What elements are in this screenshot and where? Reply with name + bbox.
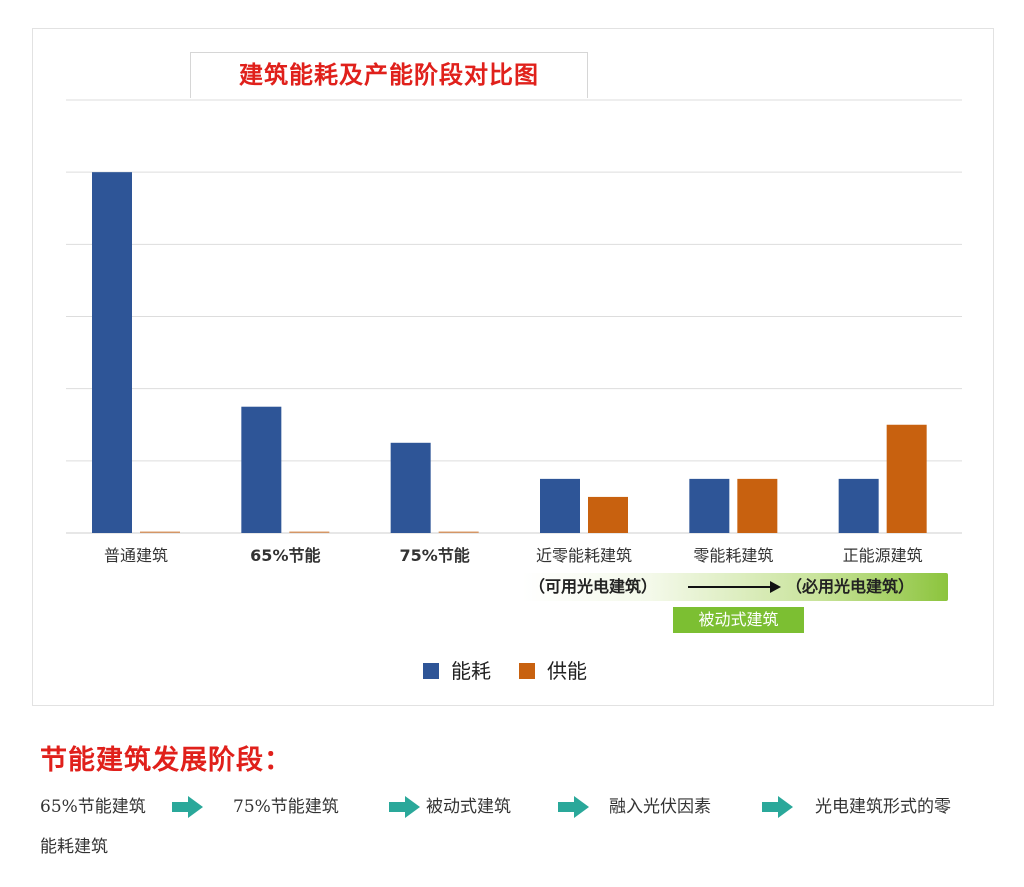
bar-supply-1 xyxy=(289,531,330,533)
x-tick-label: 普通建筑 xyxy=(104,546,168,565)
right-arrow-icon xyxy=(558,796,589,818)
right-arrow-icon xyxy=(688,581,781,593)
stage-1: 65%节能建筑 xyxy=(40,797,146,817)
bar-energy-5 xyxy=(838,478,879,533)
right-arrow-icon xyxy=(389,796,420,818)
legend-swatch-supply xyxy=(519,663,535,679)
x-tick-label: 近零能耗建筑 xyxy=(536,546,632,565)
stage-5: 光电建筑形式的零 xyxy=(815,797,951,817)
stage-4: 融入光伏因素 xyxy=(609,797,711,817)
right-arrow-icon xyxy=(172,796,203,818)
bar-energy-3 xyxy=(540,478,580,533)
right-arrow-icon xyxy=(762,796,793,818)
chart-title: 建筑能耗及产能阶段对比图 xyxy=(239,61,539,89)
x-tick-label: 65%节能 xyxy=(250,546,320,565)
legend-item-energy: 能耗 xyxy=(423,657,491,685)
legend-label-supply: 供能 xyxy=(547,659,587,683)
x-tick-label: 75%节能 xyxy=(400,546,470,565)
stage-3: 被动式建筑 xyxy=(426,797,511,817)
band-label-right: （必用光电建筑） xyxy=(786,577,915,596)
section-heading: 节能建筑发展阶段： xyxy=(40,745,292,776)
band-label-left: （可用光电建筑） xyxy=(529,577,658,596)
passive-building-badge: 被动式建筑 xyxy=(673,607,804,633)
bar-energy-4 xyxy=(689,478,730,533)
stage-2: 75%节能建筑 xyxy=(233,797,339,817)
bar-supply-3 xyxy=(588,496,628,533)
bar-energy-2 xyxy=(390,442,431,533)
bar-supply-0 xyxy=(140,531,180,533)
bar-supply-2 xyxy=(438,531,479,533)
bar-energy-0 xyxy=(92,172,132,533)
legend-item-supply: 供能 xyxy=(519,657,587,685)
bar-supply-5 xyxy=(886,424,927,533)
bar-energy-1 xyxy=(241,406,282,533)
title-box xyxy=(190,52,588,98)
stage-5-continued: 能耗建筑 xyxy=(40,837,108,857)
x-tick-label: 零能耗建筑 xyxy=(693,546,773,565)
bar-supply-4 xyxy=(737,478,778,533)
legend-swatch-energy xyxy=(423,663,439,679)
legend-label-energy: 能耗 xyxy=(451,659,491,683)
x-tick-label: 正能源建筑 xyxy=(843,546,923,565)
